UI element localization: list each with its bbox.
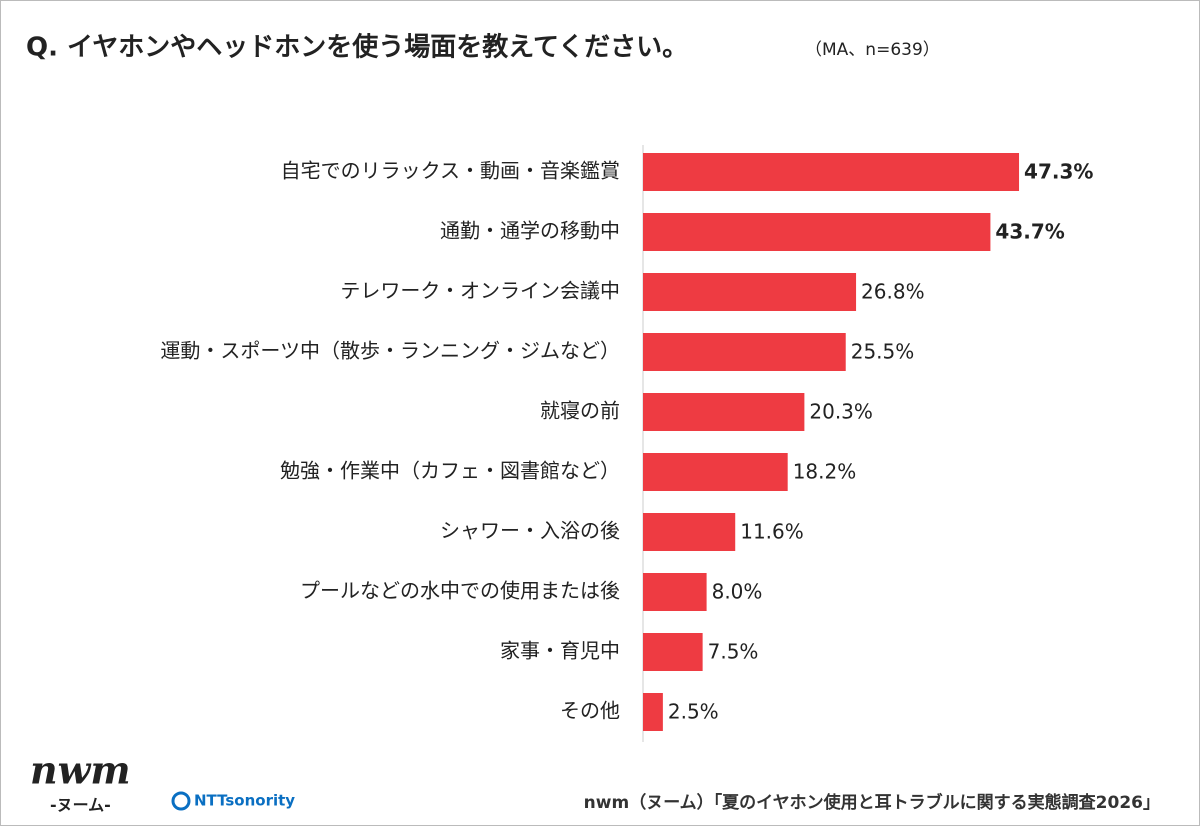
chart-subtitle: （MA、n=639） — [805, 40, 940, 60]
category-label: 通勤・通学の移動中 — [440, 219, 620, 243]
bar — [643, 393, 805, 431]
chart-title: Q. イヤホンやヘッドホンを使う場面を教えてください。 — [26, 33, 688, 63]
bar — [643, 273, 857, 311]
bar — [643, 453, 788, 491]
value-label: 26.8% — [861, 280, 925, 304]
bar — [643, 693, 663, 731]
bar — [643, 573, 707, 611]
bar — [643, 513, 736, 551]
value-label: 11.6% — [740, 520, 804, 544]
value-label: 25.5% — [851, 340, 915, 364]
value-label: 43.7% — [995, 220, 1064, 244]
bar — [643, 633, 703, 671]
category-label: プールなどの水中での使用または後 — [300, 579, 620, 603]
value-label: 18.2% — [793, 460, 857, 484]
value-label: 20.3% — [809, 400, 873, 424]
value-label: 47.3% — [1024, 160, 1093, 184]
category-label: テレワーク・オンライン会議中 — [340, 279, 620, 303]
category-label: 就寝の前 — [540, 399, 620, 423]
value-label: 2.5% — [668, 700, 719, 724]
category-label: 勉強・作業中（カフェ・図書館など） — [280, 459, 620, 483]
category-label: その他 — [560, 699, 620, 723]
logo-nwm: nwm — [30, 748, 131, 793]
bar — [643, 153, 1020, 191]
logo-ntt: NTTsonority — [194, 792, 295, 810]
value-label: 8.0% — [712, 580, 763, 604]
logo-nwm-kana: -ヌーム- — [50, 796, 111, 815]
bar — [643, 333, 846, 371]
category-label: 自宅でのリラックス・動画・音楽鑑賞 — [281, 159, 620, 183]
logo-ntt-icon — [171, 791, 191, 811]
bar — [643, 213, 991, 251]
value-label: 7.5% — [708, 640, 759, 664]
category-label: シャワー・入浴の後 — [440, 519, 620, 543]
category-label: 家事・育児中 — [500, 639, 620, 663]
source: nwm（ヌーム）「夏のイヤホン使用と耳トラブルに関する実態調査2026」 — [584, 792, 1160, 813]
category-label: 運動・スポーツ中（散歩・ランニング・ジムなど） — [160, 339, 620, 363]
